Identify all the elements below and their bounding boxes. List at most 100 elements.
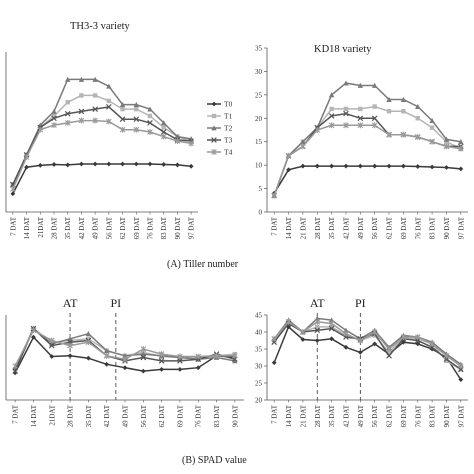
data-point (104, 361, 110, 367)
y-tick-label: 15 (255, 138, 263, 146)
data-point (161, 120, 167, 126)
data-point (314, 318, 321, 325)
chart-title-kd18: KD18 variety (314, 44, 372, 55)
data-point (122, 365, 128, 371)
data-point (357, 122, 364, 129)
data-point (106, 98, 112, 104)
annotation-label: PI (111, 296, 122, 310)
data-point (64, 110, 71, 117)
data-point (158, 351, 165, 357)
data-point (400, 96, 407, 102)
x-tick-label: 83 DAT (429, 404, 437, 427)
data-point (357, 115, 364, 122)
y-tick-label: 35 (255, 346, 263, 354)
data-point (271, 192, 277, 199)
data-point (300, 143, 306, 150)
x-tick-label: 56 DAT (371, 216, 379, 239)
data-point (160, 133, 167, 140)
data-point (343, 80, 349, 86)
data-point (300, 329, 306, 335)
y-tick-label: 30 (255, 363, 263, 371)
legend-label: T3 (224, 136, 233, 145)
y-tick-label: 0 (259, 209, 263, 217)
data-point (147, 106, 153, 112)
data-point (159, 367, 165, 372)
series-line (273, 124, 461, 196)
data-point (65, 100, 70, 105)
data-point (372, 163, 378, 169)
data-point (106, 83, 112, 89)
series-line (273, 165, 461, 194)
data-point (358, 106, 363, 112)
data-point (415, 164, 421, 169)
y-tick-label: 25 (255, 91, 263, 99)
data-point (300, 163, 306, 169)
y-tick-label: 20 (255, 397, 263, 405)
x-tick-label: 76 DAT (147, 216, 155, 239)
x-tick-label: 42 DAT (342, 404, 350, 427)
data-point (147, 129, 153, 135)
x-tick-label: 7 DAT (9, 216, 17, 236)
data-point (458, 166, 464, 172)
data-point (343, 122, 349, 129)
data-point (158, 358, 165, 364)
data-point (414, 334, 421, 340)
legend-item-t3: T3 (207, 136, 233, 145)
data-point (85, 355, 91, 361)
x-tick-label: 62 DAT (119, 216, 127, 239)
data-point (92, 93, 98, 98)
data-point (140, 354, 147, 361)
legend-swatch-marker (211, 149, 217, 155)
data-point (271, 335, 277, 342)
series-line (273, 82, 461, 196)
data-point (343, 327, 349, 333)
x-tick-label: 28 DAT (314, 404, 322, 427)
data-point (85, 339, 92, 346)
data-point (65, 76, 71, 82)
data-point (443, 136, 450, 142)
series-t2 (271, 80, 464, 198)
tiller-chart-kd18: 0 5 10 15 20 25 30 35 7 DAT 14 DAT 21 DAT 28 DAT 35 … (255, 45, 468, 239)
series-t4 (271, 318, 464, 369)
data-point (386, 346, 392, 352)
data-point (119, 116, 126, 123)
series-line (12, 94, 192, 185)
data-point (64, 119, 71, 126)
x-tick-label: 62 DAT (386, 404, 394, 427)
x-tick-label: 14 DAT (23, 216, 31, 239)
x-tick-label: 14 DAT (285, 216, 293, 239)
data-point (140, 368, 146, 374)
data-point (429, 117, 435, 124)
data-point (372, 341, 378, 347)
data-point (160, 129, 167, 135)
legend-swatch-marker (211, 113, 217, 119)
y-tick-label: 10 (255, 162, 263, 170)
data-point (161, 162, 167, 167)
spad-chart-kd18: 20 25 30 35 40 45 7 DAT 14 DAT 21 DAT 28 DAT 35 DA… (255, 296, 468, 427)
data-point (329, 336, 335, 342)
data-point (300, 337, 306, 342)
y-tick-label: 25 (255, 380, 263, 388)
data-point (37, 126, 44, 133)
data-point (161, 125, 166, 130)
x-tick-label: 97 DAT (188, 216, 196, 239)
data-point (106, 118, 112, 125)
data-point (31, 334, 36, 340)
x-tick-label: 21 DAT (299, 216, 307, 239)
data-point (429, 341, 435, 347)
data-point (177, 358, 183, 364)
data-point (134, 106, 139, 112)
x-tick-label: 90 DAT (443, 216, 451, 239)
data-point (195, 353, 202, 360)
data-point (92, 161, 98, 167)
data-point (49, 354, 55, 359)
data-point (314, 338, 320, 343)
x-tick-label: 35 DAT (64, 216, 72, 239)
legend-swatch-marker (211, 101, 217, 107)
data-point (343, 344, 349, 350)
data-point (400, 334, 407, 340)
series-t3 (10, 104, 194, 188)
data-point (24, 164, 29, 170)
data-point (328, 317, 335, 323)
